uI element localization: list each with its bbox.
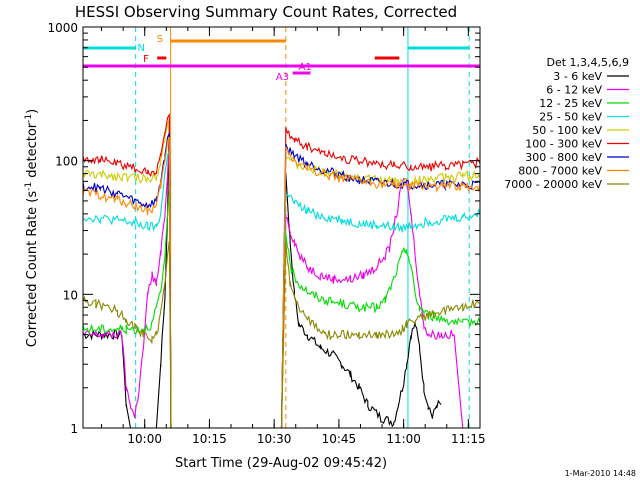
legend-label: 100 - 300 keV xyxy=(525,138,602,151)
series-line xyxy=(83,120,442,428)
instrument-state-lines xyxy=(135,27,470,428)
x-tick-label: 10:30 xyxy=(257,432,292,446)
ylabel-main: Corrected Count Rate (s xyxy=(25,191,40,348)
y-tick-label: 1000 xyxy=(47,21,78,35)
ylabel-end: ) xyxy=(25,109,40,114)
series-line xyxy=(83,137,480,428)
ylabel-sup1: -1 xyxy=(24,182,34,191)
legend-label: 3 - 6 keV xyxy=(553,70,602,83)
chart-title: HESSI Observing Summary Count Rates, Cor… xyxy=(75,3,457,21)
flag-bars: N SF A1 A3 xyxy=(83,34,480,83)
legend-label: 6 - 12 keV xyxy=(546,84,602,97)
legend-label: 300 - 800 keV xyxy=(525,151,602,164)
series-line xyxy=(83,118,480,428)
legend-label: 50 - 100 keV xyxy=(532,124,602,137)
legend-label: 12 - 25 keV xyxy=(539,97,602,110)
flag-label: A3 xyxy=(276,72,289,83)
legend-label: 7000 - 20000 keV xyxy=(504,178,602,191)
y-tick-label: 1 xyxy=(70,422,78,436)
y-axis-label: Corrected Count Rate (s-1 detector-1) xyxy=(24,109,40,347)
series-line xyxy=(83,136,480,428)
series-line xyxy=(83,133,480,428)
ylabel-sup2: -1 xyxy=(24,114,34,123)
x-tick-label: 11:00 xyxy=(386,432,421,446)
series-lines xyxy=(83,113,480,428)
y-tick-label: 100 xyxy=(55,155,78,169)
y-tick-label: 10 xyxy=(63,288,78,302)
flag-label: F xyxy=(143,54,149,65)
x-tick-label: 11:15 xyxy=(451,432,486,446)
axes: 10:00 10:15 10:30 10:45 11:00 11:15 1 10 100 1000 xyxy=(47,21,485,446)
x-tick-label: 10:45 xyxy=(322,432,357,446)
series-line xyxy=(83,113,480,428)
x-tick-label: 10:15 xyxy=(192,432,227,446)
x-axis-label: Start Time (29-Aug-02 09:45:42) xyxy=(175,456,387,471)
series-line xyxy=(83,149,480,428)
flag-label: N xyxy=(138,43,145,54)
series-line xyxy=(83,241,480,428)
footer-timestamp: 1-Mar-2010 14:48 xyxy=(565,469,636,478)
svg-text:Corrected Count Rate (s-1 dete: Corrected Count Rate (s-1 detector-1) xyxy=(24,109,40,347)
ylabel-mid: detector xyxy=(25,122,40,182)
x-tick-label: 10:00 xyxy=(127,432,162,446)
flag-label: S xyxy=(157,34,163,45)
legend-label: 25 - 50 keV xyxy=(539,111,602,124)
legend-title: Det 1,3,4,5,6,9 xyxy=(546,56,629,69)
flag-label: A1 xyxy=(299,62,312,73)
plot-frame xyxy=(82,26,481,429)
legend-label: 800 - 7000 keV xyxy=(518,165,602,178)
